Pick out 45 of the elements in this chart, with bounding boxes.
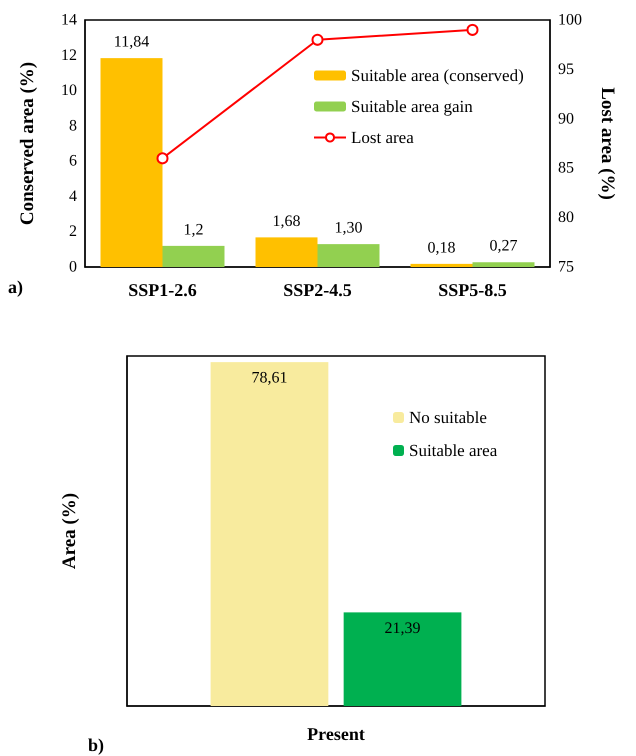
y-tick-label: 12 (61, 46, 77, 64)
data-label: 11,84 (114, 34, 150, 51)
legend-label: Suitable area (409, 441, 498, 460)
y2-tick-label: 90 (558, 110, 574, 128)
legend-label: No suitable (409, 408, 487, 427)
text: a) (8, 277, 23, 297)
y-tick-label: 2 (69, 223, 77, 240)
x-tick-label: SSP2-4.5 (283, 280, 352, 300)
y-tick-label: 8 (69, 117, 77, 134)
bar (472, 262, 534, 267)
bar (162, 246, 224, 267)
y2-tick-label: 85 (558, 160, 574, 177)
y2-tick-label: 75 (558, 258, 574, 276)
y2-tick-label: 95 (558, 60, 574, 78)
point (156, 152, 168, 164)
text: b) (88, 735, 104, 755)
data-label: 21,39 (384, 620, 421, 637)
legend-label: Lost area (351, 128, 414, 147)
data-label: 1,30 (334, 220, 362, 237)
y2-tick-label: 80 (558, 209, 574, 226)
data-label: 1,68 (272, 212, 300, 230)
data-label: 1,2 (184, 221, 204, 238)
y-tick-label: 6 (69, 152, 77, 170)
data-label: 0,18 (428, 239, 456, 256)
y-tick-label: 14 (61, 12, 77, 28)
y-axis-title: Area (%) (59, 492, 80, 570)
bar (256, 237, 318, 267)
data-label: 78,61 (251, 370, 288, 387)
point (466, 24, 478, 36)
x-tick-label: SSP5-8.5 (438, 280, 507, 300)
y-tick-label: 0 (69, 258, 77, 276)
bar (318, 244, 380, 267)
y-axis-title: Conserved area (%) (17, 62, 38, 226)
y2-tick-label: 100 (558, 12, 582, 28)
legend-label: Suitable area (conserved) (351, 66, 524, 85)
legend-label: Suitable area gain (351, 97, 474, 116)
bar (100, 58, 162, 267)
y-tick-label: 4 (69, 188, 77, 205)
y-tick-label: 10 (61, 82, 77, 100)
y2-axis-title: Lost area (%) (597, 87, 618, 200)
x-tick-label: SSP1-2.6 (128, 280, 197, 300)
point (312, 34, 324, 46)
data-label: 0,27 (490, 238, 518, 255)
bar (410, 264, 472, 267)
x-axis-title: Present (307, 724, 365, 744)
